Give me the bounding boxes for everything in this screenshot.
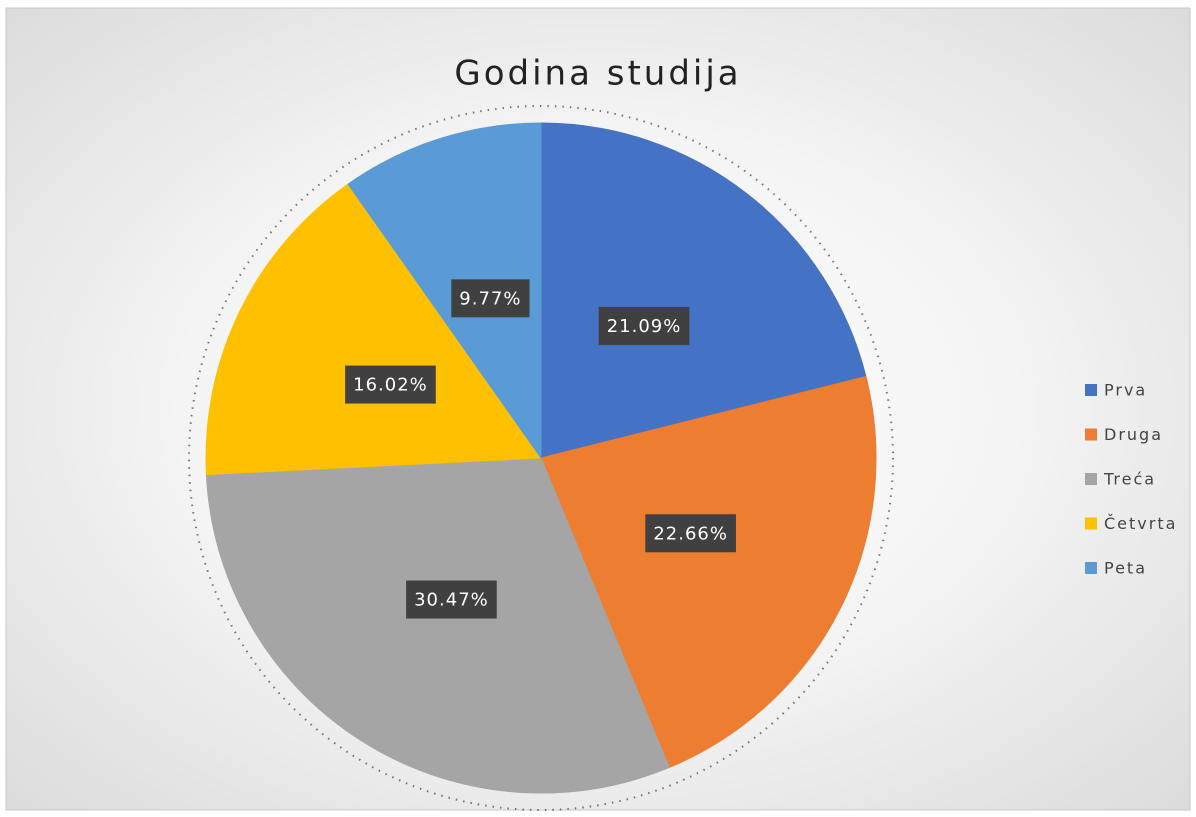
pie-shadow [188,105,894,811]
data-label: 16.02% [353,375,428,396]
pie-slice [347,122,542,460]
data-label-box [451,279,530,318]
legend-swatch [1085,517,1097,530]
pie-slice [205,457,670,794]
legend-swatch [1085,428,1097,441]
legend-label: Peta [1104,559,1147,578]
data-label: 21.09% [607,316,682,337]
data-label: 30.47% [414,590,489,611]
data-label-box [406,580,497,619]
pie-slice [540,122,867,459]
data-label-box [598,306,690,345]
legend-label: Druga [1104,425,1163,444]
legend-swatch [1085,384,1097,396]
pie-slice [540,375,877,769]
legend-label: Treća [1103,470,1156,489]
legend-swatch [1085,562,1097,574]
data-label: 22.66% [653,523,728,544]
chart-title: Godina studija [454,54,741,94]
legend-label: Prva [1104,381,1147,400]
data-label-box [645,514,736,553]
legend-label: Četvrta [1104,514,1177,533]
legend-swatch [1085,473,1097,485]
data-label-box [345,365,436,404]
data-label: 9.77% [459,288,521,309]
pie-slice [205,183,542,476]
